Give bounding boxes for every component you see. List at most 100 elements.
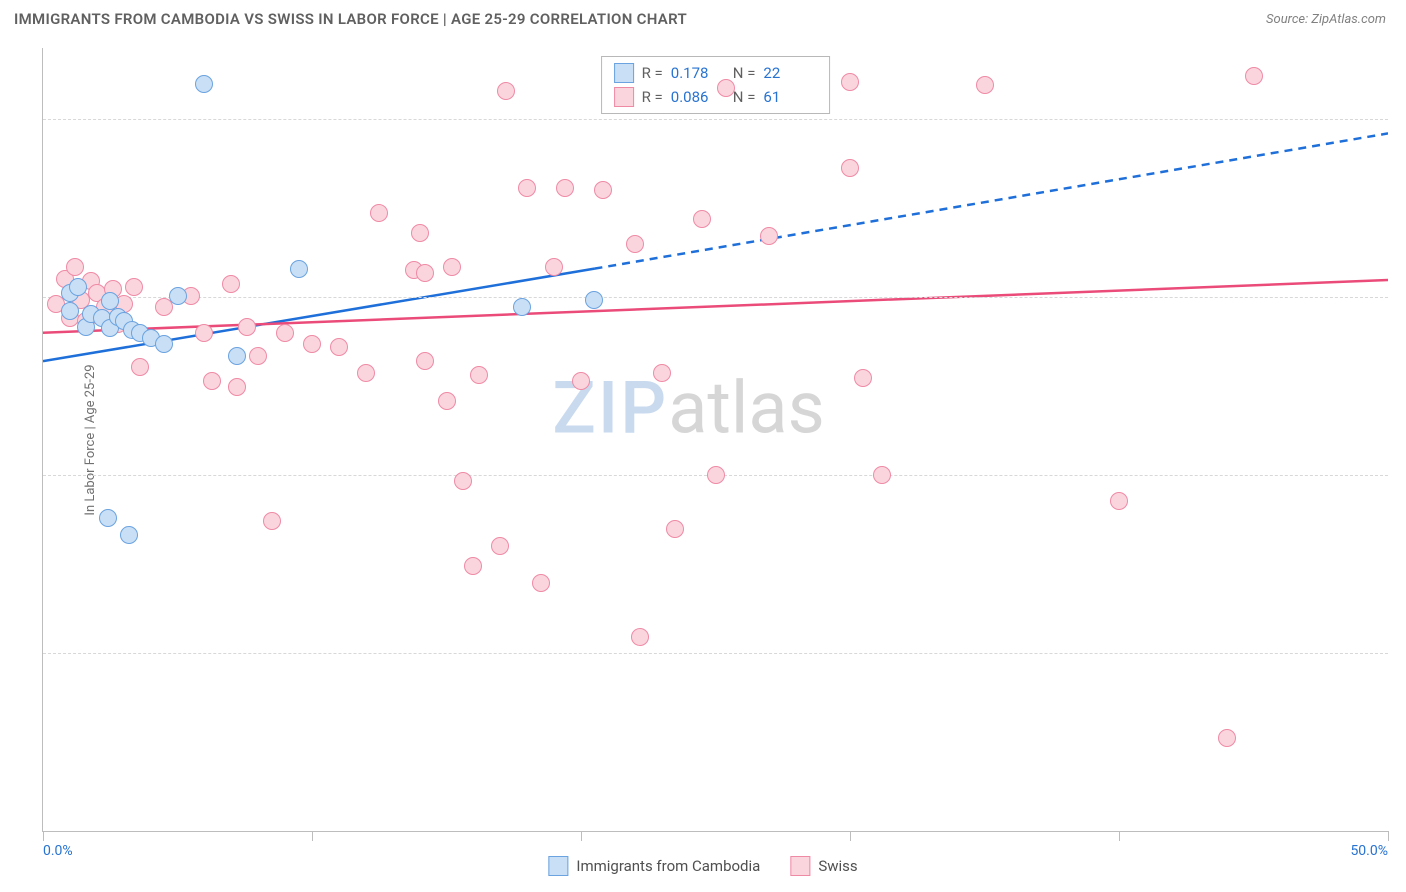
x-axis-min-label: 0.0% — [43, 843, 73, 859]
watermark: ZIPatlas — [552, 366, 824, 451]
scatter-point-cambodia — [169, 287, 187, 305]
r-label: R = — [642, 64, 663, 82]
scatter-point-swiss — [66, 258, 84, 276]
swatch-cambodia — [614, 63, 634, 83]
swatch-swiss — [790, 856, 810, 876]
scatter-point-swiss — [653, 364, 671, 382]
scatter-point-swiss — [873, 466, 891, 484]
n-label: N = — [733, 64, 756, 82]
scatter-point-swiss — [666, 520, 684, 538]
scatter-point-swiss — [370, 204, 388, 222]
scatter-point-swiss — [572, 372, 590, 390]
legend-item-cambodia: Immigrants from Cambodia — [548, 856, 760, 876]
scatter-point-cambodia — [513, 298, 531, 316]
n-label: N = — [733, 88, 756, 106]
scatter-point-cambodia — [195, 75, 213, 93]
x-tick — [581, 831, 582, 841]
gridline — [43, 297, 1388, 298]
scatter-point-cambodia — [120, 526, 138, 544]
r-value-swiss: 0.086 — [671, 88, 725, 106]
y-tick-label: 100.0% — [1398, 111, 1406, 127]
x-axis-max-label: 50.0% — [1350, 843, 1388, 859]
scatter-point-swiss — [330, 338, 348, 356]
swatch-cambodia — [548, 856, 568, 876]
scatter-point-swiss — [464, 557, 482, 575]
scatter-point-cambodia — [155, 335, 173, 353]
scatter-point-swiss — [497, 82, 515, 100]
scatter-point-swiss — [841, 159, 859, 177]
scatter-point-swiss — [276, 324, 294, 342]
scatter-point-swiss — [631, 628, 649, 646]
watermark-part2: atlas — [668, 366, 825, 451]
r-label: R = — [642, 88, 663, 106]
scatter-point-swiss — [693, 210, 711, 228]
gridline — [43, 653, 1388, 654]
x-tick — [312, 831, 313, 841]
scatter-point-swiss — [131, 358, 149, 376]
scatter-point-swiss — [532, 574, 550, 592]
scatter-point-swiss — [470, 366, 488, 384]
r-value-cambodia: 0.178 — [671, 64, 725, 82]
scatter-point-cambodia — [61, 302, 79, 320]
scatter-point-cambodia — [290, 260, 308, 278]
scatter-point-swiss — [125, 278, 143, 296]
scatter-point-swiss — [518, 179, 536, 197]
scatter-point-cambodia — [585, 291, 603, 309]
x-tick — [43, 831, 44, 841]
scatter-point-swiss — [203, 372, 221, 390]
watermark-part1: ZIP — [552, 366, 668, 451]
scatter-point-swiss — [411, 224, 429, 242]
scatter-point-swiss — [854, 369, 872, 387]
scatter-point-swiss — [416, 264, 434, 282]
y-tick-label: 62.5% — [1398, 645, 1406, 661]
legend-label-swiss: Swiss — [818, 857, 857, 875]
x-tick — [1119, 831, 1120, 841]
y-axis-title: In Labor Force | Age 25-29 — [83, 364, 98, 515]
scatter-point-swiss — [626, 235, 644, 253]
scatter-point-swiss — [491, 537, 509, 555]
stats-row-cambodia: R = 0.178 N = 22 — [614, 61, 818, 85]
scatter-chart: In Labor Force | Age 25-29 ZIPatlas R = … — [42, 48, 1388, 832]
chart-title: IMMIGRANTS FROM CAMBODIA VS SWISS IN LAB… — [14, 10, 687, 28]
scatter-point-swiss — [841, 73, 859, 91]
scatter-point-swiss — [238, 318, 256, 336]
scatter-point-swiss — [443, 258, 461, 276]
scatter-point-cambodia — [228, 347, 246, 365]
scatter-point-swiss — [357, 364, 375, 382]
scatter-point-swiss — [454, 472, 472, 490]
source-attribution: Source: ZipAtlas.com — [1266, 12, 1386, 27]
scatter-point-cambodia — [69, 278, 87, 296]
scatter-point-swiss — [1245, 67, 1263, 85]
x-tick — [850, 831, 851, 841]
scatter-point-swiss — [222, 275, 240, 293]
scatter-point-swiss — [717, 79, 735, 97]
chart-legend: Immigrants from Cambodia Swiss — [548, 856, 857, 876]
scatter-point-swiss — [1218, 729, 1236, 747]
scatter-point-swiss — [228, 378, 246, 396]
scatter-point-swiss — [195, 324, 213, 342]
scatter-point-swiss — [556, 179, 574, 197]
gridline — [43, 119, 1388, 120]
scatter-point-swiss — [303, 335, 321, 353]
trendlines — [43, 48, 1388, 831]
y-tick-label: 87.5% — [1398, 289, 1406, 305]
scatter-point-swiss — [545, 258, 563, 276]
scatter-point-swiss — [760, 227, 778, 245]
n-value-swiss: 61 — [763, 88, 817, 106]
stats-row-swiss: R = 0.086 N = 61 — [614, 85, 818, 109]
scatter-point-swiss — [707, 466, 725, 484]
x-tick — [1388, 831, 1389, 841]
legend-item-swiss: Swiss — [790, 856, 857, 876]
correlation-stats-box: R = 0.178 N = 22 R = 0.086 N = 61 — [601, 56, 831, 114]
legend-label-cambodia: Immigrants from Cambodia — [576, 857, 760, 875]
scatter-point-swiss — [976, 76, 994, 94]
scatter-point-swiss — [249, 347, 267, 365]
scatter-point-swiss — [416, 352, 434, 370]
scatter-point-swiss — [438, 392, 456, 410]
chart-header: IMMIGRANTS FROM CAMBODIA VS SWISS IN LAB… — [0, 0, 1406, 36]
n-value-cambodia: 22 — [763, 64, 817, 82]
y-tick-label: 75.0% — [1398, 467, 1406, 483]
scatter-point-swiss — [594, 181, 612, 199]
swatch-swiss — [614, 87, 634, 107]
scatter-point-swiss — [263, 512, 281, 530]
